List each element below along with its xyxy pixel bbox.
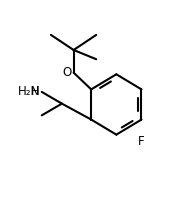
Text: O: O	[63, 66, 72, 79]
Text: H₂N: H₂N	[18, 85, 40, 98]
Text: H: H	[31, 85, 40, 98]
Text: F: F	[138, 136, 145, 148]
